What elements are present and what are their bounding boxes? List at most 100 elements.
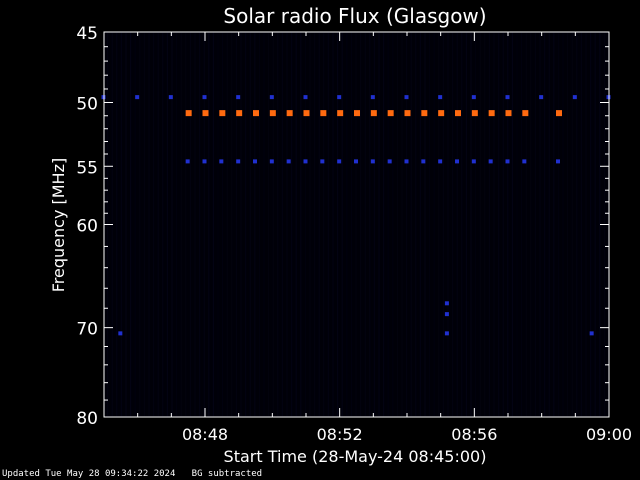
noise-streak [208, 32, 210, 417]
noise-streak [488, 32, 490, 417]
x-tick-label: 09:00 [586, 425, 632, 444]
noise-streak [235, 32, 237, 417]
noise-streak [157, 32, 159, 417]
noise-streak [433, 32, 435, 417]
emission-blip [370, 95, 375, 100]
noise-streak [415, 32, 417, 417]
emission-blip [471, 159, 476, 164]
noise-streak [461, 32, 463, 417]
noise-streak [277, 32, 279, 417]
emission-blip [202, 110, 209, 117]
noise-streak [176, 32, 178, 417]
noise-streak [226, 32, 228, 417]
noise-streak [332, 32, 334, 417]
noise-streak [171, 32, 173, 417]
emission-blip [337, 110, 344, 117]
noise-streak [245, 32, 247, 417]
emission-blip [236, 110, 243, 117]
noise-streak [291, 32, 293, 417]
emission-blip [589, 331, 594, 336]
noise-streak [530, 32, 532, 417]
emission-blip [572, 95, 577, 100]
noise-streak [534, 32, 536, 417]
noise-streak [254, 32, 256, 417]
emission-blip [455, 159, 459, 164]
noise-streak [300, 32, 302, 417]
bg-subtracted-note: BG subtracted [191, 469, 263, 479]
emission-blip [236, 159, 241, 164]
noise-streak [194, 32, 196, 417]
emission-blip [236, 95, 241, 100]
emission-blip [135, 95, 140, 100]
noise-streak [396, 32, 398, 417]
noise-streak [249, 32, 251, 417]
noise-streak [272, 32, 274, 417]
noise-streak [134, 32, 136, 417]
emission-blip [488, 159, 493, 164]
noise-streak [189, 32, 191, 417]
noise-streak [373, 32, 375, 417]
emission-blip [444, 331, 449, 336]
noise-streak [498, 32, 500, 417]
emission-blip [556, 110, 562, 117]
noise-streak [484, 32, 486, 417]
x-tick-label: 08:48 [182, 425, 228, 444]
noise-streak [231, 32, 233, 417]
x-axis-label: Start Time (28-May-24 08:45:00) [224, 447, 487, 466]
y-tick-label: 70 [76, 320, 98, 340]
noise-streak [364, 32, 366, 417]
y-axis-label: Frequency [MHz] [49, 158, 68, 292]
noise-streak [217, 32, 219, 417]
noise-streak [557, 32, 559, 417]
noise-streak [295, 32, 297, 417]
noise-streak [162, 32, 164, 417]
emission-blip [387, 110, 394, 117]
noise-streak [387, 32, 389, 417]
y-tick-label: 60 [76, 217, 98, 237]
noise-streak [419, 32, 421, 417]
noise-streak [401, 32, 403, 417]
emission-blip [404, 159, 409, 164]
noise-streak [360, 32, 362, 417]
noise-streak [346, 32, 348, 417]
noise-streak [594, 32, 596, 417]
background-streaks [107, 32, 610, 417]
emission-blip [202, 159, 207, 164]
emission-blip [354, 110, 360, 117]
emission-blip [471, 110, 478, 117]
emission-blip [505, 159, 510, 164]
emission-blip [370, 110, 377, 117]
x-tick-label: 08:52 [317, 425, 363, 444]
noise-streak [447, 32, 449, 417]
noise-streak [580, 32, 582, 417]
x-axis: 08:48 08:52 08:56 09:00 [137, 32, 632, 444]
emission-blip [444, 301, 449, 306]
noise-streak [539, 32, 541, 417]
noise-streak [185, 32, 187, 417]
emission-blip [387, 159, 392, 164]
emission-blip [286, 159, 291, 164]
emission-blip [185, 110, 192, 117]
noise-streak [571, 32, 573, 417]
noise-streak [337, 32, 339, 417]
noise-streak [268, 32, 270, 417]
emission-blip [421, 110, 428, 117]
noise-streak [304, 32, 306, 417]
noise-streak [562, 32, 564, 417]
noise-streak [424, 32, 426, 417]
emission-blip [438, 159, 443, 164]
noise-streak [442, 32, 444, 417]
noise-streak [456, 32, 458, 417]
noise-streak [493, 32, 495, 417]
emission-blip [488, 110, 495, 117]
emission-blip [337, 95, 342, 100]
noise-streak [120, 32, 122, 417]
noise-streak [383, 32, 385, 417]
noise-streak [199, 32, 201, 417]
noise-streak [143, 32, 145, 417]
noise-streak [318, 32, 320, 417]
noise-streak [355, 32, 357, 417]
noise-streak [410, 32, 412, 417]
emission-blip [286, 110, 293, 117]
